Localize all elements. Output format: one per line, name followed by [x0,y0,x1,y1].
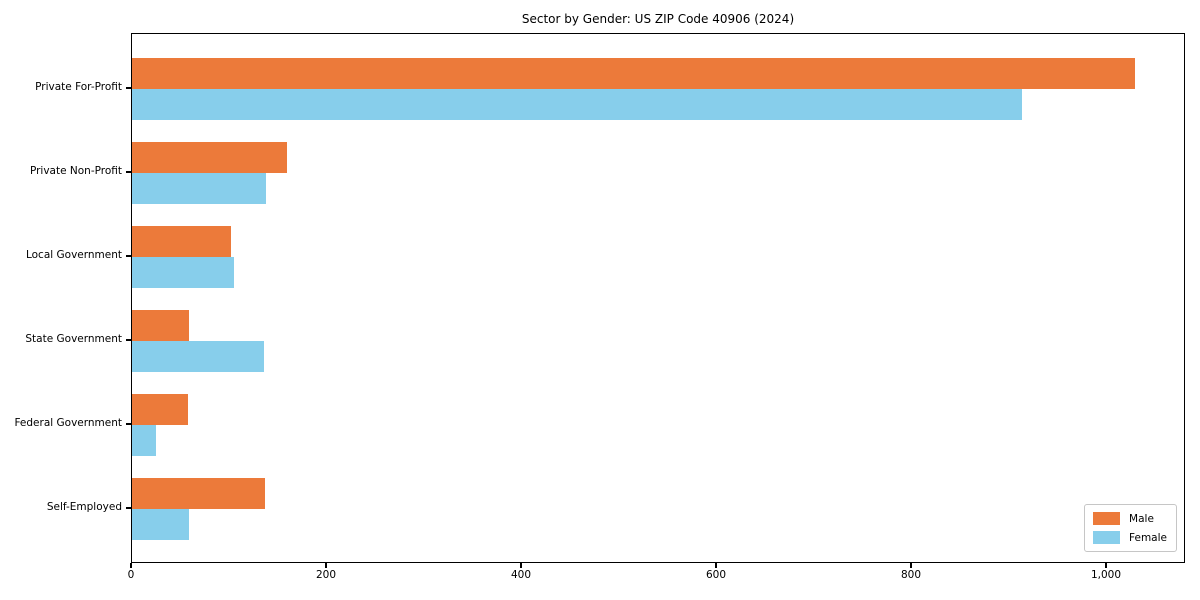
bar-female-3 [132,341,264,372]
x-tick-label-0: 0 [127,569,135,581]
legend-item-male: Male [1093,512,1167,525]
x-tick-mark [130,563,132,568]
y-tick-mark [126,507,131,509]
bar-female-1 [132,173,266,204]
bar-male-4 [132,394,188,425]
x-tick-mark [520,563,522,568]
legend-label-female: Female [1129,531,1167,544]
y-tick-mark [126,423,131,425]
bar-female-4 [132,425,157,456]
legend-swatch-female [1093,531,1121,544]
y-tick-mark [126,87,131,89]
y-tick-label-0: Private For-Profit [35,81,122,93]
x-tick-mark [715,563,717,568]
bar-female-0 [132,89,1023,120]
y-tick-label-4: Federal Government [14,417,122,429]
legend-label-male: Male [1129,512,1154,525]
legend-item-female: Female [1093,531,1167,544]
y-tick-mark [126,339,131,341]
y-tick-mark [126,171,131,173]
bar-male-3 [132,310,189,341]
bar-male-0 [132,58,1136,89]
bar-male-5 [132,478,265,509]
x-tick-label-1: 200 [315,569,337,581]
x-tick-label-4: 800 [900,569,922,581]
y-tick-label-5: Self-Employed [46,501,122,513]
legend-swatch-male [1093,512,1121,525]
bar-male-1 [132,142,287,173]
y-tick-label-2: Local Government [25,249,122,261]
x-tick-mark [325,563,327,568]
x-tick-mark [1105,563,1107,568]
bar-female-5 [132,509,189,540]
x-tick-mark [910,563,912,568]
y-tick-label-3: State Government [25,333,122,345]
x-tick-label-3: 600 [705,569,727,581]
chart-title: Sector by Gender: US ZIP Code 40906 (202… [521,12,795,26]
legend: Male Female [1084,504,1177,552]
bar-female-2 [132,257,235,288]
y-tick-mark [126,255,131,257]
y-tick-label-1: Private Non-Profit [29,165,122,177]
bar-male-2 [132,226,231,257]
x-tick-label-5: 1,000 [1090,569,1122,581]
plot-area: Male Female [131,33,1185,563]
x-tick-label-2: 400 [510,569,532,581]
